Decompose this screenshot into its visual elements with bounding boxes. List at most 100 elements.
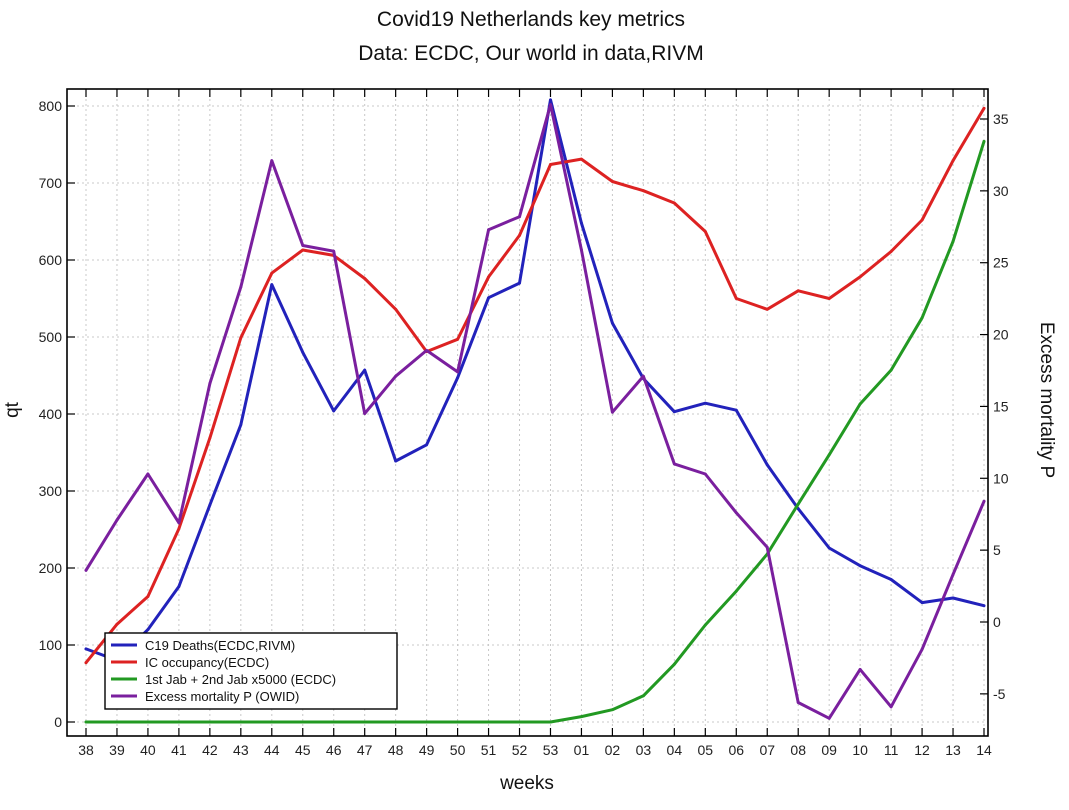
data-point [611, 321, 614, 325]
data-point [301, 244, 305, 247]
y-tick-label: 400 [39, 406, 63, 422]
y2-tick-label: 0 [993, 614, 1001, 630]
data-point [611, 708, 614, 712]
data-point [208, 436, 212, 440]
data-point [208, 503, 212, 507]
x-tick-label: 13 [945, 742, 961, 758]
x-tick-label: 10 [852, 742, 868, 758]
chart-subtitle: Data: ECDC, Our world in data,RIVM [358, 42, 703, 65]
data-point [611, 410, 614, 414]
data-point [301, 720, 305, 724]
data-point [239, 423, 243, 427]
data-point [518, 215, 521, 219]
data-point [765, 307, 769, 311]
x-tick-label: 11 [884, 742, 899, 758]
data-point [641, 374, 645, 378]
legend-label: C19 Deaths(ECDC,RIVM) [145, 638, 295, 653]
data-point [982, 604, 986, 608]
plot-frame [66, 88, 989, 737]
y2-tick-label: -5 [993, 686, 1006, 702]
y-tick-label: 300 [39, 483, 63, 499]
data-point [239, 720, 243, 724]
data-point [177, 585, 181, 588]
x-tick-label: 06 [728, 742, 744, 758]
series-lines [84, 98, 986, 724]
data-point [827, 716, 831, 720]
data-point [518, 720, 521, 724]
data-point [84, 647, 88, 651]
chart-title: Covid19 Netherlands key metrics [377, 8, 685, 31]
x-tick-label: 14 [976, 742, 992, 758]
data-point [270, 283, 274, 287]
data-point [672, 201, 676, 205]
data-point [672, 410, 676, 414]
x-tick-label: 39 [109, 742, 125, 758]
data-point [487, 228, 490, 232]
data-point [115, 518, 119, 522]
data-point [332, 720, 336, 724]
data-point [84, 720, 88, 724]
x-tick-label: 43 [233, 742, 249, 758]
y-tick-label: 200 [39, 560, 63, 576]
data-point [765, 463, 769, 467]
data-point [796, 289, 800, 293]
data-point [363, 277, 367, 280]
y2-tick-label: 5 [993, 542, 1001, 558]
y2-tick-label: 25 [993, 255, 1009, 271]
data-point [951, 240, 955, 243]
data-point [889, 578, 893, 581]
data-point [363, 368, 367, 372]
data-point [332, 249, 336, 253]
data-point [580, 157, 583, 161]
data-point [951, 573, 955, 576]
data-point [239, 336, 243, 340]
y2-tick-label: 10 [993, 470, 1009, 486]
data-point [394, 374, 398, 378]
data-point [611, 180, 614, 183]
y2-tick-label: 15 [993, 398, 1009, 414]
x-tick-label: 09 [821, 742, 837, 758]
data-point [734, 511, 738, 515]
data-point [672, 662, 676, 666]
data-point [982, 106, 986, 110]
data-point [456, 370, 459, 374]
data-point [920, 316, 924, 320]
data-point [889, 368, 893, 372]
x-tick-label: 42 [202, 742, 218, 758]
data-point [951, 159, 955, 163]
data-point [796, 701, 800, 704]
data-point [549, 720, 552, 724]
x-tick-label: 52 [512, 742, 528, 758]
x-tick-label: 05 [698, 742, 714, 758]
x-tick-label: 41 [171, 742, 187, 758]
y2-tick-label: 35 [993, 111, 1009, 127]
data-point [487, 275, 490, 279]
data-point [920, 218, 924, 222]
data-point [703, 472, 707, 476]
data-point [394, 307, 398, 311]
data-point [549, 103, 552, 107]
data-point [518, 233, 521, 237]
data-point [889, 250, 893, 253]
data-point [115, 622, 119, 626]
x-tick-label: 49 [419, 742, 435, 758]
x-tick-label: 45 [295, 742, 311, 758]
data-point [239, 285, 243, 289]
series-line [84, 103, 986, 720]
data-point [641, 694, 645, 698]
data-point [734, 589, 738, 593]
data-point [858, 275, 862, 279]
data-point [641, 189, 645, 193]
series-line [84, 98, 986, 662]
data-point [858, 402, 862, 406]
data-point [146, 595, 150, 598]
data-point [394, 720, 398, 724]
data-point [270, 271, 274, 275]
data-point [765, 545, 769, 549]
x-tick-label: 07 [759, 742, 775, 758]
data-point [580, 221, 583, 225]
data-point [332, 409, 336, 413]
data-point [394, 459, 398, 463]
